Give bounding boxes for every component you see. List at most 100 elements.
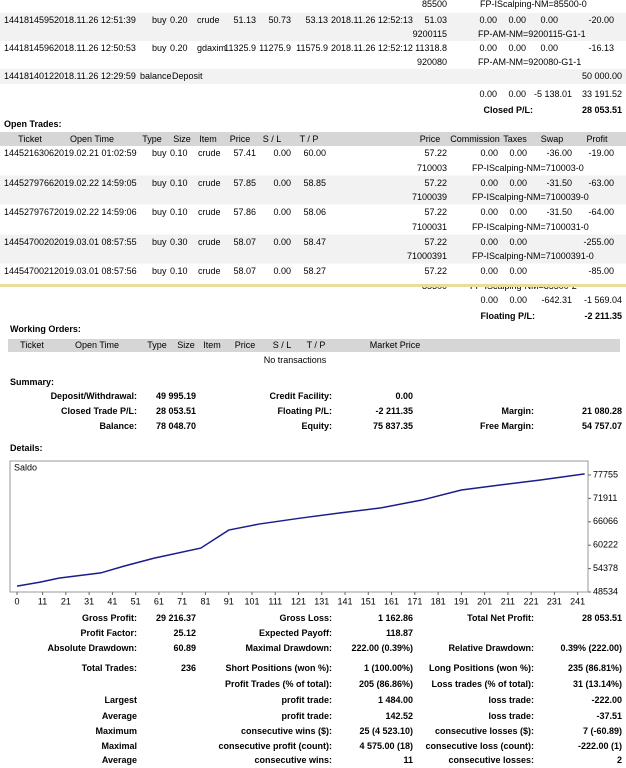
commission: 0.00 [480,148,498,158]
taxes: 0.00 [509,148,527,158]
summary-value: 54 757.07 [581,421,622,431]
ticket: 1445470021 [4,266,55,276]
item: Deposit [172,71,203,81]
close-price: 11318.8 [415,43,447,53]
ticket: 1441814012 [4,71,55,81]
total-commission: 0.00 [479,89,497,99]
profit: -85.00 [588,266,614,276]
column-header: Price [229,134,251,144]
stat-label: consecutive losses ($): [434,726,534,736]
profit: -63.00 [588,177,614,188]
order-comment: FP-IScalping-NM=7100039-0 [472,192,589,202]
summary-label: Free Margin: [479,421,534,431]
stat-label: Maximum [95,726,137,736]
total-taxes: 0.00 [509,295,527,305]
close-time: 2018.11.26 12:52:13 [331,15,413,25]
order-id: 7100031 [411,221,447,232]
cur-price: 57.22 [424,236,447,247]
open-time: 2018.11.26 12:51:39 [54,15,136,25]
summary-value: 28 053.51 [155,406,196,416]
order-id: 7100039 [411,192,447,202]
time: 2018.11.26 12:29:59 [54,71,136,81]
column-header: Type [147,340,167,350]
sl: 0.00 [273,207,291,217]
row-band [0,132,626,146]
order-comment: FP-AM-NM=9200115-G1-1 [478,29,586,39]
x-tick-label: 41 [107,596,117,606]
stat-label: loss trade: [488,695,534,705]
closed-pl-label: Closed P/L: [483,105,533,115]
ticket: 1441814596 [4,43,55,53]
sl: 0.00 [273,266,291,276]
section-title: Working Orders: [10,324,81,334]
y-tick-label: 71911 [593,493,617,503]
tp: 11575.9 [296,43,328,53]
summary-label: Closed Trade P/L: [60,406,137,416]
stat-value: 1 484.00 [377,695,413,705]
open-time: 2019.03.01 08:57:56 [54,266,137,276]
price: 57.85 [233,177,256,188]
price: 58.07 [233,236,256,247]
column-header: S / L [262,134,282,144]
profit: -19.00 [588,148,614,158]
stat-value: -222.00 [591,695,622,705]
x-tick-label: 91 [224,596,234,606]
item: crude [198,148,221,158]
summary-value: 0.00 [395,391,413,401]
chart-frame [9,460,589,593]
commission: 0.00 [479,15,497,25]
type: buy [152,15,167,25]
summary-value: 75 837.35 [372,421,413,431]
stat-label: loss trade: [488,711,534,721]
stat-label: Profit Trades (% of total): [224,679,332,689]
stat-value: 1 (100.00%) [363,663,413,673]
row-band [0,69,626,84]
x-tick-label: 51 [131,596,141,606]
profit: -16.13 [588,43,614,53]
order-comment: FP-IScalping-NM=710003-0 [472,162,584,173]
stat-value: 1 162.86 [377,613,413,623]
stat-label: Absolute Drawdown: [47,643,138,653]
column-header: Price [234,340,256,350]
y-tick-label: 66066 [593,516,618,526]
type: buy [152,266,167,276]
stat-value: 2 [616,755,622,765]
y-tick-label: 60222 [593,540,618,550]
type: buy [152,148,167,158]
order-id: 920080 [416,57,447,67]
ticket: 1445279767 [4,207,55,217]
stat-value: -37.51 [596,711,622,721]
total-swap: -642.31 [541,295,572,305]
cur-price: 57.22 [424,177,447,188]
x-tick-label: 161 [384,596,399,606]
floating-pl-value: -2 211.35 [584,311,622,321]
stat-value: 28 053.51 [581,613,622,623]
tp: 58.06 [303,207,326,217]
summary-label: Margin: [501,406,535,416]
stat-label: profit trade: [281,711,333,721]
open-time: 2019.03.01 08:57:55 [54,236,137,247]
taxes: 0.00 [509,177,527,188]
x-tick-label: 191 [454,596,469,606]
series-label: Saldo [14,462,37,472]
sl: 0.00 [273,236,291,247]
sl: 0.00 [273,148,291,158]
stat-label: Loss trades (% of total): [431,679,534,689]
y-tick-label: 54378 [593,563,618,573]
swap: 0.00 [540,43,558,53]
summary-label: Equity: [301,421,333,431]
summary-label: Floating P/L: [277,406,333,416]
balance-line [16,473,585,587]
ticket: 1445279766 [4,177,55,188]
open-time: 2019.02.21 01:02:59 [54,148,137,158]
x-tick-label: 121 [291,596,306,606]
header-band [8,339,620,352]
x-tick-label: 11 [38,596,47,606]
stat-label: consecutive loss (count): [425,741,534,751]
order-comment: FP-IScalping-NM=85500-0 [480,0,587,9]
swap: -31.50 [546,177,572,188]
cur-price: 57.22 [424,148,447,158]
stat-label: Maximal [101,741,137,751]
open-time: 2019.02.22 14:59:05 [54,177,137,188]
item: crude [198,177,221,188]
